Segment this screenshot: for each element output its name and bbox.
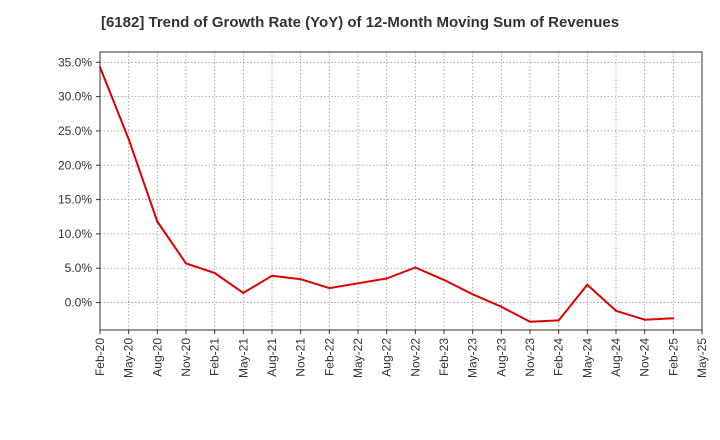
x-tick-label: May-23: [466, 338, 480, 378]
data-point: [328, 287, 331, 290]
data-point: [271, 274, 273, 277]
y-tick-label: 5.0%: [65, 261, 93, 275]
data-point: [586, 283, 589, 286]
y-tick-label: 10.0%: [58, 227, 92, 241]
data-point: [557, 319, 560, 322]
data-point: [643, 318, 646, 321]
x-tick-label: Feb-22: [322, 338, 336, 376]
data-point: [99, 66, 101, 69]
data-point: [213, 272, 216, 275]
data-point: [385, 277, 388, 280]
x-tick-label: Aug-20: [150, 338, 164, 377]
x-tick-label: Nov-22: [408, 338, 422, 377]
data-point: [471, 293, 474, 296]
x-tick-label: Aug-22: [380, 338, 394, 377]
x-tick-label: May-24: [580, 338, 594, 378]
data-point: [672, 317, 675, 320]
data-point: [357, 282, 359, 285]
data-point: [500, 305, 503, 308]
data-point: [185, 262, 187, 265]
x-tick-label: Feb-23: [437, 338, 451, 376]
y-tick-label: 15.0%: [58, 193, 92, 207]
x-tick-label: Aug-23: [494, 338, 508, 377]
data-point: [615, 309, 617, 312]
x-tick-label: Feb-20: [93, 338, 107, 376]
x-tick-label: Feb-25: [666, 338, 680, 376]
x-tick-labels: Feb-20 May-20 Aug-20 Nov-20 Feb-21 May-21 Aug-…: [93, 338, 709, 378]
x-tick-label: Aug-24: [609, 338, 623, 377]
x-tick-label: May-22: [351, 338, 365, 378]
x-tick-label: Nov-23: [523, 338, 537, 377]
plot-frame: [99, 51, 703, 331]
data-point: [127, 138, 130, 141]
y-tick-label: 35.0%: [58, 55, 92, 69]
data-point: [242, 291, 245, 294]
x-tick-label: May-25: [695, 338, 709, 378]
axes: [96, 51, 703, 334]
data-point: [299, 278, 302, 281]
data-point: [443, 278, 445, 281]
data-point: [156, 220, 159, 223]
x-tick-label: Aug-21: [265, 338, 279, 377]
x-tick-label: Feb-21: [208, 338, 222, 376]
y-tick-labels: 35.0% 30.0% 25.0% 20.0% 15.0% 10.0% 5.0% 0.0%: [58, 55, 92, 309]
y-tick-label: 30.0%: [58, 90, 92, 104]
x-tick-label: Nov-20: [179, 338, 193, 377]
x-tick-label: May-21: [236, 338, 250, 378]
x-tick-label: Nov-24: [638, 338, 652, 377]
y-tick-label: 0.0%: [65, 296, 93, 310]
y-tick-label: 20.0%: [58, 158, 92, 172]
x-tick-label: May-20: [122, 338, 136, 378]
data-point: [414, 266, 417, 269]
x-tick-label: Feb-24: [552, 338, 566, 376]
data-point: [529, 320, 531, 323]
grid-lines: [99, 52, 703, 330]
x-tick-label: Nov-21: [294, 338, 308, 377]
y-tick-label: 25.0%: [58, 124, 92, 138]
series-lines: [99, 66, 675, 323]
chart-title: [6182] Trend of Growth Rate (YoY) of 12-…: [100, 14, 620, 31]
